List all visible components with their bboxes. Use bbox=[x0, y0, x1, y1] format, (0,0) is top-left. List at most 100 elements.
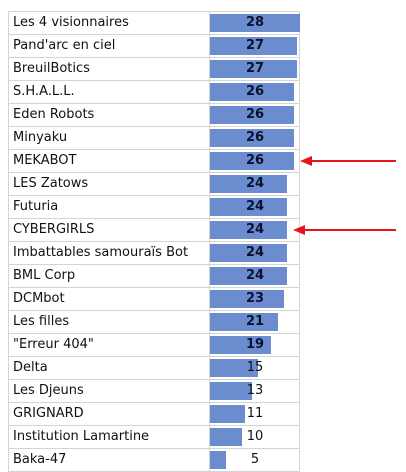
table-row: DCMbot 23 bbox=[8, 288, 300, 311]
score-label: 5 bbox=[250, 452, 260, 467]
team-name-cell: BreuilBotics bbox=[8, 58, 210, 80]
team-name-cell: CYBERGIRLS bbox=[8, 219, 210, 241]
score-label: 26 bbox=[245, 153, 265, 168]
score-bar bbox=[210, 382, 252, 400]
score-label: 26 bbox=[245, 107, 265, 122]
score-bar bbox=[210, 152, 294, 170]
red-arrow-icon bbox=[300, 156, 396, 166]
table-row: Les 4 visionnaires 28 bbox=[8, 12, 300, 35]
score-label: 13 bbox=[246, 383, 264, 398]
score-label: 26 bbox=[245, 84, 265, 99]
score-cell: 10 bbox=[210, 426, 300, 448]
score-cell: 24 bbox=[210, 265, 300, 287]
red-arrow-icon bbox=[293, 225, 396, 235]
score-bar bbox=[210, 313, 278, 331]
team-name-cell: Les Djeuns bbox=[8, 380, 210, 402]
team-name-cell: Baka-47 bbox=[8, 449, 210, 471]
score-bar bbox=[210, 451, 226, 469]
score-cell: 15 bbox=[210, 357, 300, 379]
table-row: Institution Lamartine 10 bbox=[8, 426, 300, 449]
team-name-cell: Minyaku bbox=[8, 127, 210, 149]
score-cell: 26 bbox=[210, 150, 300, 172]
score-cell: 23 bbox=[210, 288, 300, 310]
team-name-cell: Les 4 visionnaires bbox=[8, 12, 210, 34]
score-cell: 26 bbox=[210, 104, 300, 126]
score-label: 11 bbox=[246, 406, 264, 421]
score-bar bbox=[210, 359, 258, 377]
team-name-cell: Delta bbox=[8, 357, 210, 379]
team-name-cell: Institution Lamartine bbox=[8, 426, 210, 448]
table-row: Les Djeuns 13 bbox=[8, 380, 300, 403]
score-label: 24 bbox=[245, 222, 265, 237]
score-bar bbox=[210, 244, 287, 262]
team-name-cell: DCMbot bbox=[8, 288, 210, 310]
score-bar bbox=[210, 129, 294, 147]
team-name-cell: Eden Robots bbox=[8, 104, 210, 126]
score-label: 28 bbox=[245, 15, 265, 30]
score-bar bbox=[210, 175, 287, 193]
table-row: GRIGNARD 11 bbox=[8, 403, 300, 426]
score-label: 23 bbox=[245, 291, 265, 306]
score-cell: 5 bbox=[210, 449, 300, 471]
score-cell: 26 bbox=[210, 81, 300, 103]
table-row: Delta 15 bbox=[8, 357, 300, 380]
score-cell: 24 bbox=[210, 173, 300, 195]
table-row: S.H.A.L.L. 26 bbox=[8, 81, 300, 104]
score-cell: 27 bbox=[210, 35, 300, 57]
team-name-cell: Pand'arc en ciel bbox=[8, 35, 210, 57]
team-name-cell: Les filles bbox=[8, 311, 210, 333]
score-cell: 28 bbox=[210, 12, 300, 34]
score-cell: 26 bbox=[210, 127, 300, 149]
score-label: 21 bbox=[245, 314, 265, 329]
score-bar bbox=[210, 83, 294, 101]
table-row: Minyaku 26 bbox=[8, 127, 300, 150]
score-label: 19 bbox=[245, 337, 265, 352]
score-bar bbox=[210, 221, 287, 239]
team-name-cell: MEKABOT bbox=[8, 150, 210, 172]
score-bar bbox=[210, 336, 271, 354]
score-bar bbox=[210, 198, 287, 216]
score-cell: 13 bbox=[210, 380, 300, 402]
score-cell: 21 bbox=[210, 311, 300, 333]
table-row: "Erreur 404" 19 bbox=[8, 334, 300, 357]
score-label: 26 bbox=[245, 130, 265, 145]
score-bar bbox=[210, 60, 297, 78]
score-cell: 24 bbox=[210, 196, 300, 218]
score-bar bbox=[210, 290, 284, 308]
score-cell: 24 bbox=[210, 242, 300, 264]
team-name-cell: S.H.A.L.L. bbox=[8, 81, 210, 103]
team-name-cell: GRIGNARD bbox=[8, 403, 210, 425]
score-cell: 11 bbox=[210, 403, 300, 425]
team-name-cell: Imbattables samouraïs Bot bbox=[8, 242, 210, 264]
score-cell: 19 bbox=[210, 334, 300, 356]
table-row: Futuria 24 bbox=[8, 196, 300, 219]
score-label: 27 bbox=[245, 61, 265, 76]
score-bar bbox=[210, 14, 300, 32]
team-name-cell: Futuria bbox=[8, 196, 210, 218]
team-name-cell: BML Corp bbox=[8, 265, 210, 287]
score-label: 24 bbox=[245, 245, 265, 260]
score-bar bbox=[210, 267, 287, 285]
table-row: LES Zatows 24 bbox=[8, 173, 300, 196]
score-label: 15 bbox=[246, 360, 264, 375]
table-row: MEKABOT 26 bbox=[8, 150, 300, 173]
score-bar bbox=[210, 37, 297, 55]
ranking-table: Les 4 visionnaires 28 Pand'arc en ciel 27 Br… bbox=[8, 11, 300, 472]
score-label: 27 bbox=[245, 38, 265, 53]
table-row: Les filles 21 bbox=[8, 311, 300, 334]
table-row: Eden Robots 26 bbox=[8, 104, 300, 127]
team-name-cell: "Erreur 404" bbox=[8, 334, 210, 356]
score-label: 24 bbox=[245, 176, 265, 191]
table-row: Imbattables samouraïs Bot 24 bbox=[8, 242, 300, 265]
score-label: 24 bbox=[245, 199, 265, 214]
score-cell: 27 bbox=[210, 58, 300, 80]
score-label: 10 bbox=[246, 429, 264, 444]
table-row: Pand'arc en ciel 27 bbox=[8, 35, 300, 58]
table-row: BML Corp 24 bbox=[8, 265, 300, 288]
team-name-cell: LES Zatows bbox=[8, 173, 210, 195]
score-label: 24 bbox=[245, 268, 265, 283]
score-bar bbox=[210, 428, 242, 446]
score-bar bbox=[210, 106, 294, 124]
table-row: BreuilBotics 27 bbox=[8, 58, 300, 81]
